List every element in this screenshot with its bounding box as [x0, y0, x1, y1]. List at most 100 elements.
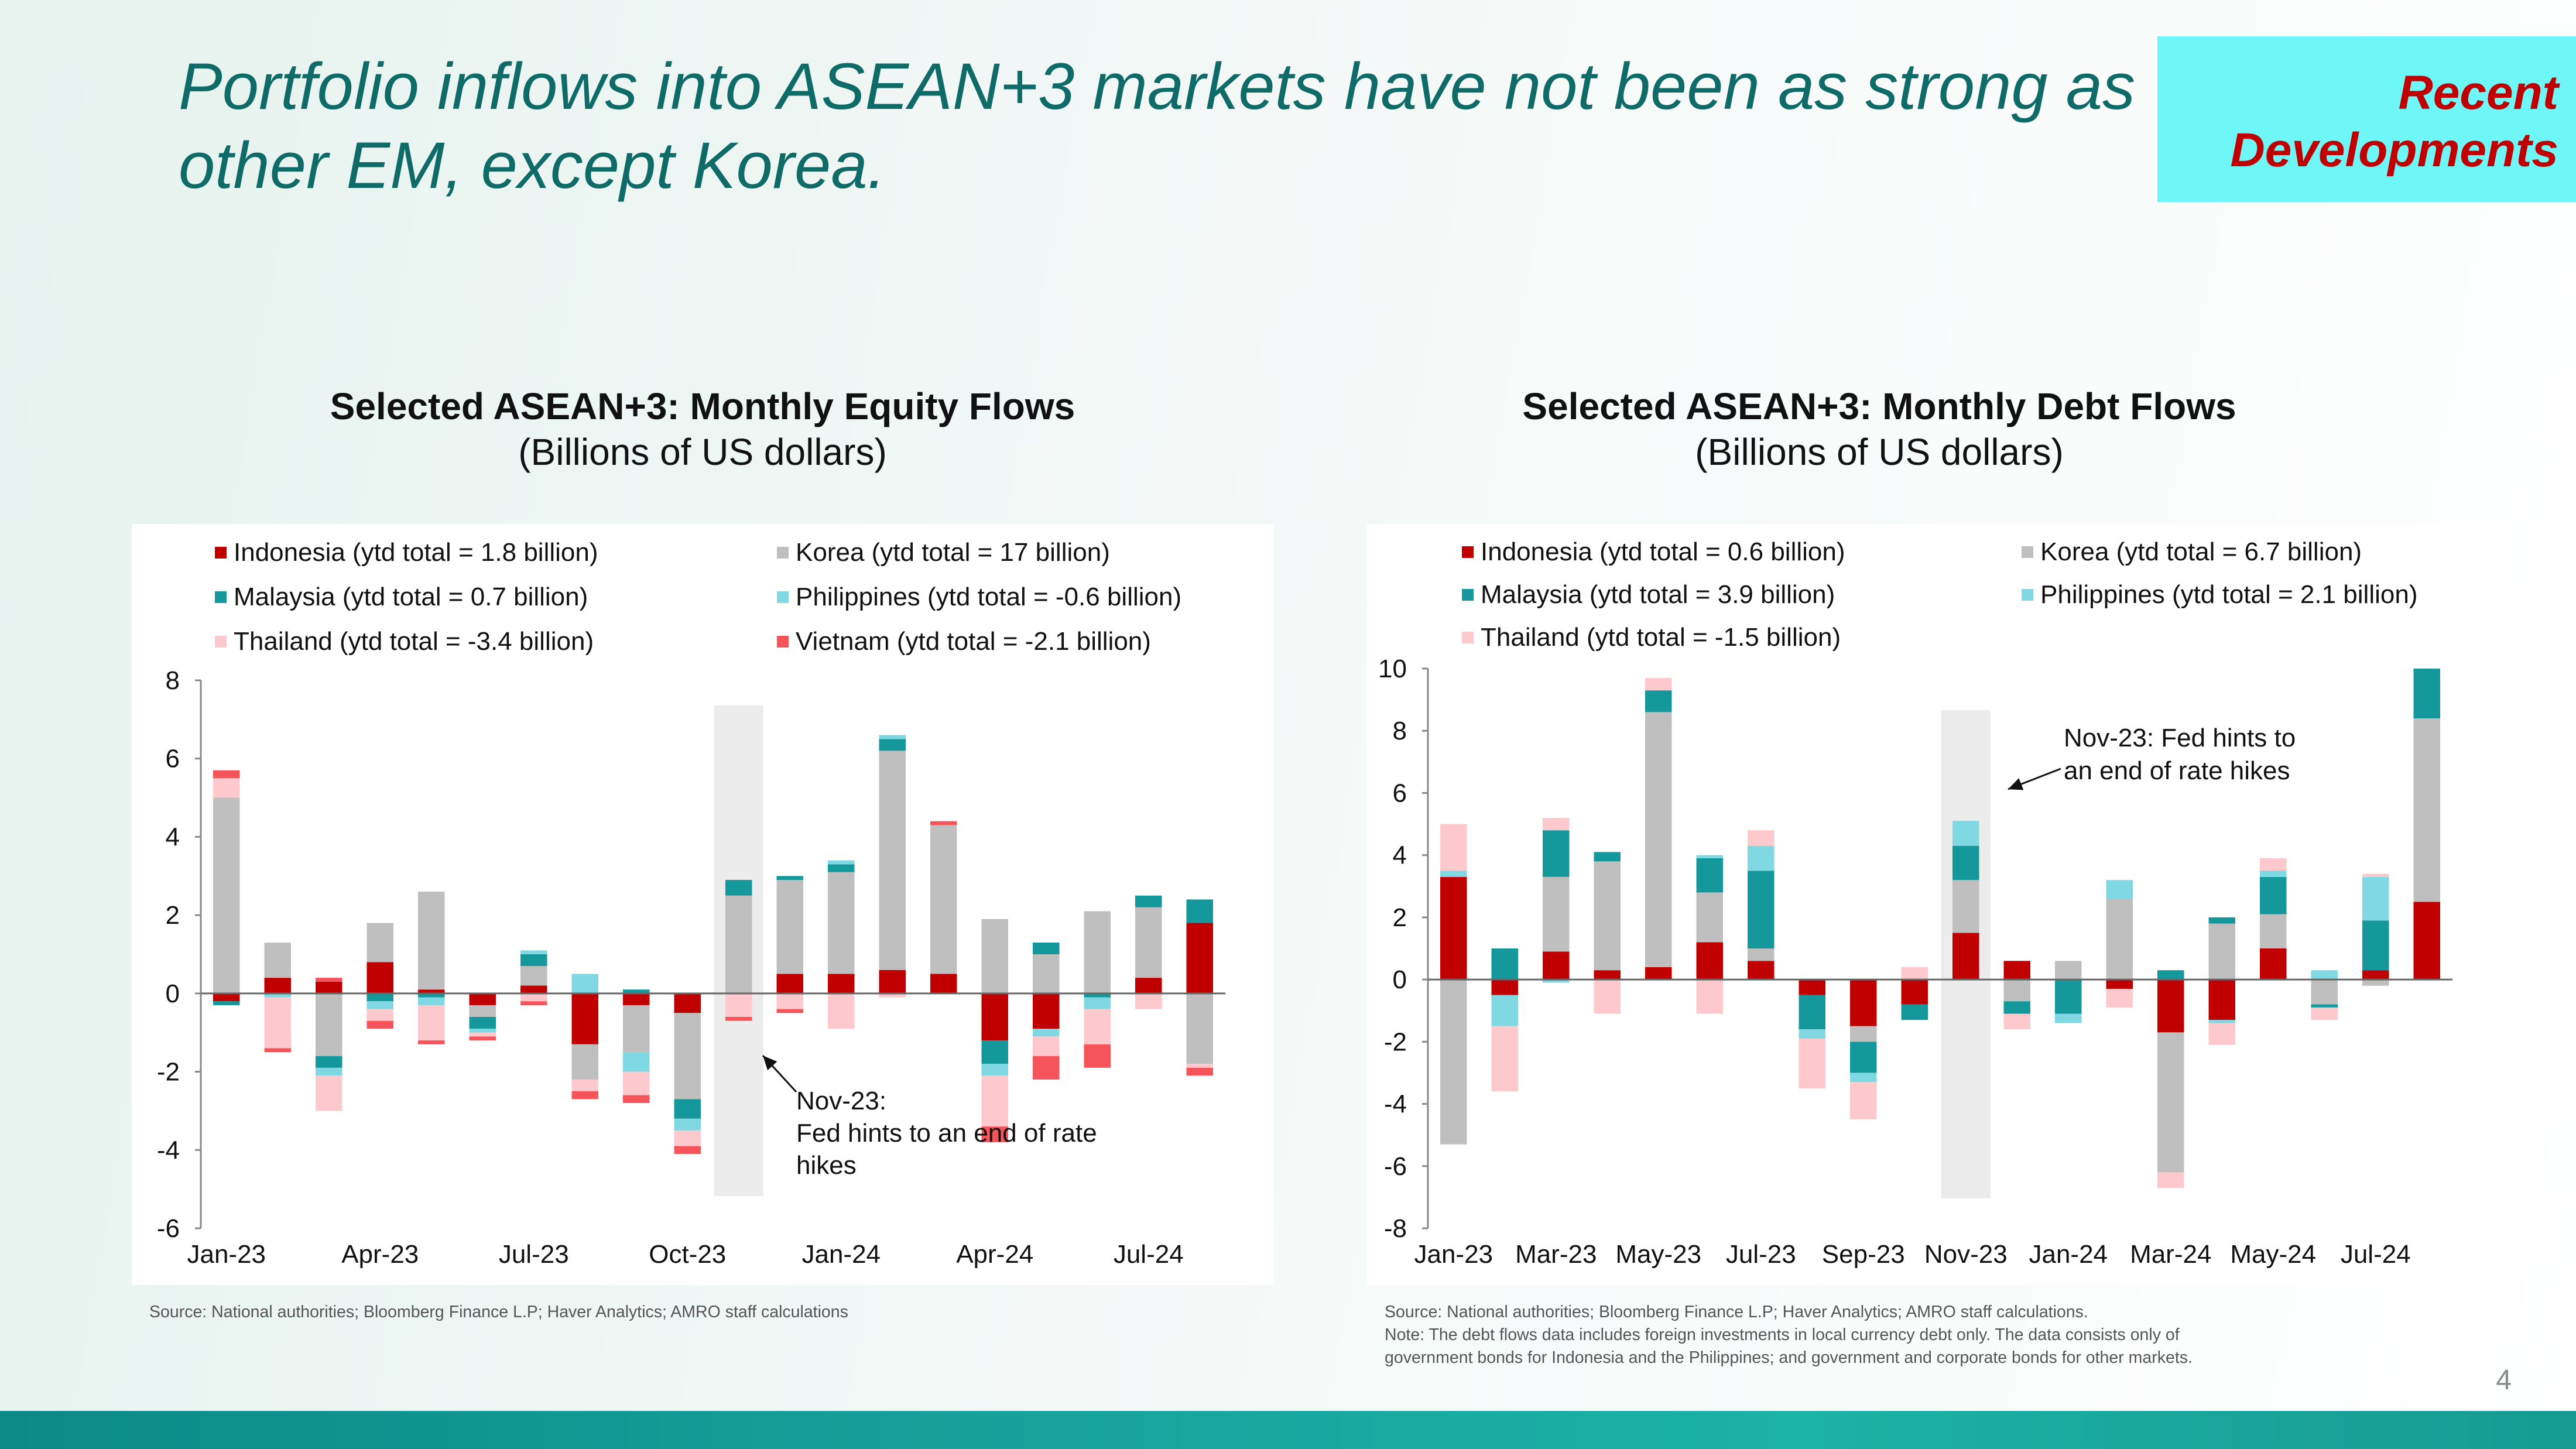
debt-bar-thailand-apr-23 — [1594, 979, 1621, 1014]
equity-bar-philippines-jun-24 — [1084, 997, 1111, 1009]
debt-bar-indonesia-jun-23 — [1696, 942, 1723, 980]
equity-bar-malaysia-oct-23 — [674, 1099, 701, 1119]
debt-bar-indonesia-apr-24 — [2208, 979, 2235, 1020]
equity-x-tick-label: Apr-24 — [956, 1240, 1033, 1269]
debt-bar-malaysia-aug-23 — [1799, 995, 1825, 1030]
equity-bar-vietnam-aug-24 — [1186, 1067, 1213, 1076]
equity-bar-philippines-jul-23 — [520, 950, 547, 954]
equity-y-tick-label: 6 — [166, 745, 180, 773]
debt-bar-malaysia-apr-23 — [1594, 852, 1621, 862]
equity-bar-philippines-mar-23 — [316, 1067, 342, 1076]
equity-bar-indonesia-apr-23 — [366, 962, 393, 994]
debt-y-tick-label: 6 — [1393, 779, 1407, 807]
equity-bar-vietnam-jun-24 — [1084, 1044, 1111, 1068]
debt-bar-thailand-jun-23 — [1696, 979, 1723, 1014]
equity-source-note: Source: National authorities; Bloomberg … — [149, 1301, 1262, 1324]
equity-bar-thailand-sep-23 — [623, 1071, 650, 1095]
equity-bar-indonesia-sep-23 — [623, 993, 650, 1005]
equity-bar-philippines-feb-24 — [879, 735, 906, 739]
equity-bar-indonesia-jun-23 — [469, 993, 496, 1005]
equity-bar-korea-may-23 — [418, 892, 445, 990]
debt-bar-korea-aug-24 — [2413, 718, 2440, 902]
debt-bar-malaysia-aug-24 — [2413, 669, 2440, 718]
debt-bar-korea-apr-24 — [2208, 923, 2235, 980]
debt-bar-indonesia-mar-23 — [1543, 951, 1570, 980]
debt-bar-malaysia-mar-24 — [2157, 970, 2184, 980]
equity-bar-indonesia-feb-23 — [264, 978, 291, 994]
equity-bar-korea-mar-23 — [316, 993, 342, 1056]
debt-bar-malaysia-jan-24 — [2055, 979, 2082, 1014]
debt-bar-korea-jan-24 — [2055, 961, 2082, 980]
debt-bar-malaysia-oct-23 — [1901, 1004, 1928, 1020]
section-badge-line-2: Developments — [2230, 124, 2558, 177]
debt-bar-indonesia-feb-23 — [1491, 979, 1518, 995]
equity-bar-korea-aug-23 — [571, 1044, 598, 1080]
equity-bar-philippines-may-24 — [1033, 1029, 1060, 1037]
debt-bar-thailand-mar-24 — [2157, 1172, 2184, 1188]
debt-x-tick-label: Nov-23 — [1924, 1240, 2008, 1269]
debt-bar-korea-jul-24 — [2362, 979, 2389, 986]
equity-bar-vietnam-mar-24 — [930, 821, 957, 825]
equity-bar-vietnam-apr-24 — [981, 1126, 1008, 1142]
equity-bar-thailand-jun-23 — [469, 1032, 496, 1037]
debt-bar-korea-mar-23 — [1543, 876, 1570, 952]
equity-bar-korea-jul-23 — [520, 966, 547, 986]
equity-bar-korea-oct-23 — [674, 1013, 701, 1099]
equity-bar-thailand-jul-23 — [520, 993, 547, 1002]
equity-bar-philippines-apr-24 — [981, 1064, 1008, 1076]
equity-bar-malaysia-may-24 — [1033, 942, 1060, 954]
equity-bar-vietnam-feb-23 — [264, 1048, 291, 1053]
debt-bar-thailand-mar-23 — [1543, 817, 1570, 831]
equity-bar-vietnam-may-23 — [418, 1040, 445, 1044]
equity-x-tick-label: Jul-23 — [499, 1240, 569, 1269]
equity-bar-thailand-feb-24 — [879, 993, 906, 998]
equity-bar-thailand-may-24 — [1033, 1036, 1060, 1056]
equity-bar-thailand-feb-23 — [264, 997, 291, 1049]
equity-bar-indonesia-mar-24 — [930, 974, 957, 994]
debt-bar-korea-feb-24 — [2106, 899, 2133, 980]
debt-bar-indonesia-jul-24 — [2362, 970, 2389, 980]
debt-bar-malaysia-jul-24 — [2362, 920, 2389, 971]
debt-legend-label-korea: Korea (ytd total = 6.7 billion) — [2040, 537, 2362, 566]
equity-bar-indonesia-may-23 — [418, 989, 445, 994]
equity-bar-thailand-jun-24 — [1084, 1009, 1111, 1044]
debt-x-tick-label: Jul-24 — [2341, 1240, 2411, 1269]
equity-source-line: Source: National authorities; Bloomberg … — [149, 1303, 848, 1321]
equity-bar-indonesia-aug-24 — [1186, 923, 1213, 994]
equity-y-tick-label: 4 — [166, 823, 180, 851]
debt-chart-title: Selected ASEAN+3: Monthly Debt Flows — [1522, 385, 2236, 427]
equity-bar-korea-jan-24 — [828, 872, 855, 974]
debt-legend-label-indonesia: Indonesia (ytd total = 0.6 billion) — [1481, 537, 1845, 566]
equity-bar-korea-jul-24 — [1135, 907, 1162, 978]
debt-bar-philippines-aug-23 — [1799, 1029, 1825, 1039]
equity-legend-label-indonesia: Indonesia (ytd total = 1.8 billion) — [234, 538, 598, 567]
equity-bar-malaysia-sep-23 — [623, 989, 650, 994]
section-badge: Recent Developments — [2157, 36, 2576, 202]
debt-bar-thailand-aug-23 — [1799, 1039, 1825, 1088]
debt-bar-korea-dec-23 — [2003, 979, 2030, 1002]
equity-bar-philippines-apr-23 — [366, 1001, 393, 1009]
equity-bar-indonesia-aug-23 — [571, 993, 598, 1044]
debt-y-tick-label: 10 — [1378, 655, 1407, 683]
equity-bar-vietnam-aug-23 — [571, 1091, 598, 1099]
debt-legend-label-philippines: Philippines (ytd total = 2.1 billion) — [2040, 580, 2417, 609]
debt-bar-philippines-jun-23 — [1696, 855, 1723, 858]
equity-bar-thailand-oct-23 — [674, 1130, 701, 1146]
equity-bar-malaysia-jan-23 — [213, 1001, 240, 1005]
debt-bar-korea-may-23 — [1645, 712, 1672, 967]
equity-bar-thailand-aug-24 — [1186, 1064, 1213, 1068]
equity-x-tick-label: Oct-23 — [649, 1240, 726, 1269]
debt-y-tick-label: -8 — [1384, 1214, 1407, 1243]
debt-bar-korea-may-24 — [2260, 914, 2287, 948]
equity-bar-thailand-may-23 — [418, 1005, 445, 1041]
equity-bar-korea-may-24 — [1033, 954, 1060, 994]
debt-bar-philippines-jun-24 — [2311, 970, 2338, 980]
equity-bar-korea-aug-24 — [1186, 993, 1213, 1064]
equity-bar-vietnam-dec-23 — [776, 1009, 803, 1013]
equity-bar-philippines-oct-23 — [674, 1118, 701, 1131]
equity-bar-thailand-aug-23 — [571, 1079, 598, 1091]
equity-bar-philippines-feb-23 — [264, 993, 291, 998]
debt-bar-indonesia-aug-24 — [2413, 902, 2440, 980]
equity-bar-philippines-jun-23 — [469, 1029, 496, 1033]
equity-bar-thailand-nov-23 — [725, 993, 752, 1017]
